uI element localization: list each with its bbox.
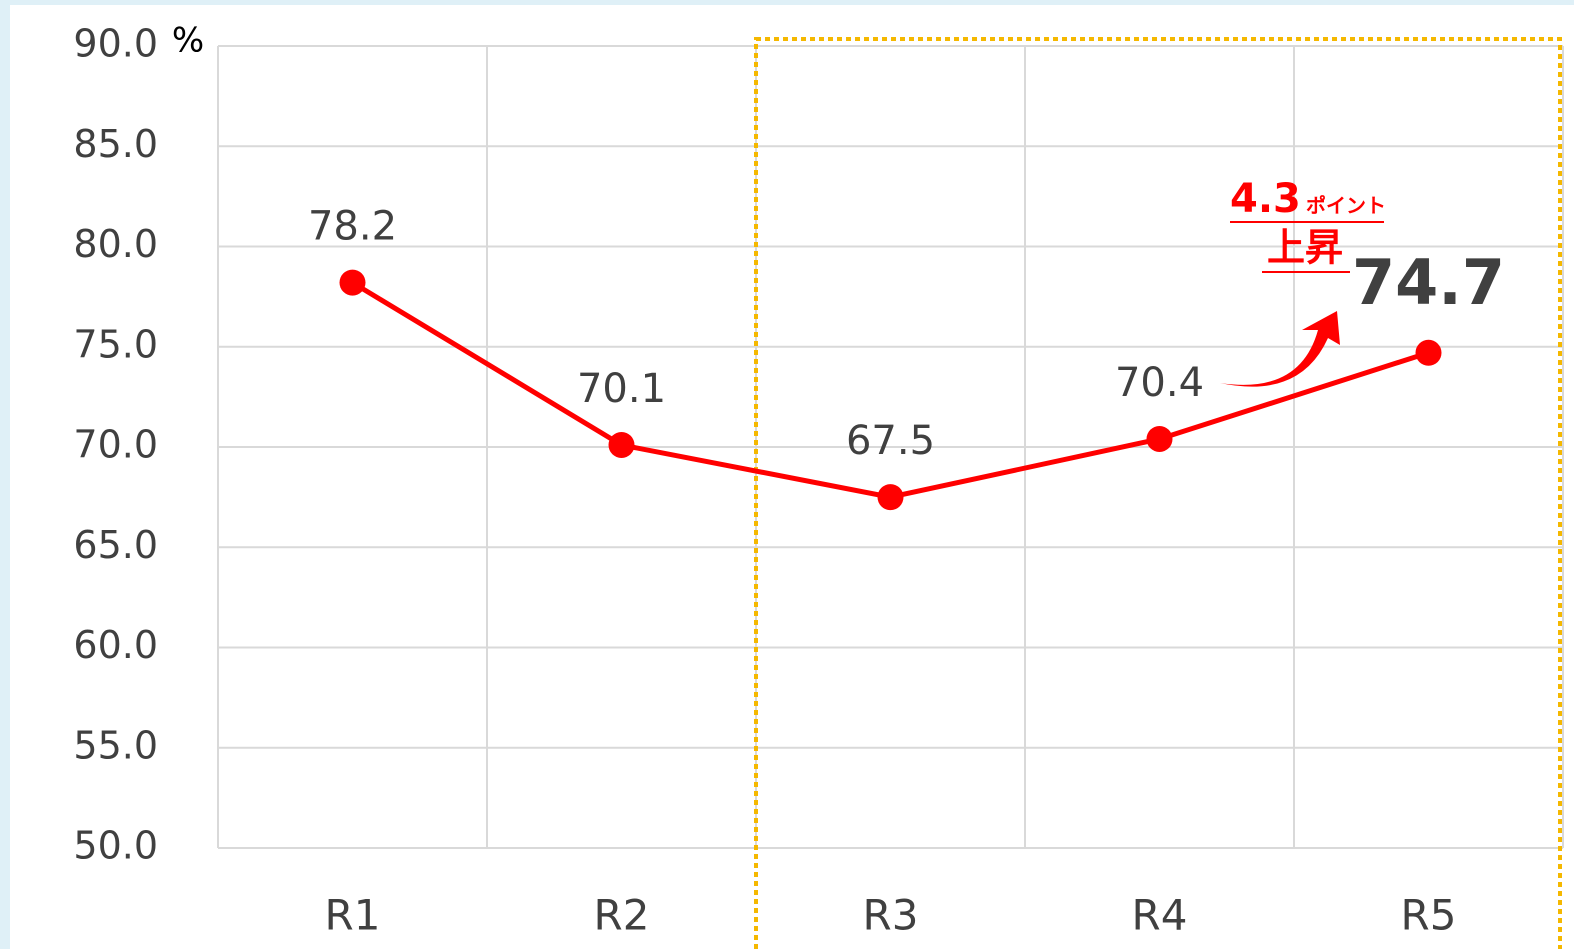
data-label: 74.7 — [1352, 246, 1505, 319]
marker — [608, 431, 635, 458]
data-label: 67.5 — [846, 418, 935, 464]
x-tick-label: R5 — [1401, 891, 1457, 940]
y-tick-label: 50.0 — [73, 824, 158, 868]
y-tick-label: 80.0 — [73, 222, 158, 266]
annotation-value: 4.3 — [1230, 176, 1301, 222]
y-tick-label: 85.0 — [73, 122, 158, 166]
y-tick-label: 55.0 — [73, 723, 158, 767]
arrow — [1220, 311, 1340, 387]
x-tick-label: R3 — [863, 891, 919, 940]
annotation-text: 上昇 — [1267, 226, 1343, 270]
y-tick-label: 75.0 — [73, 322, 158, 366]
annotation-unit: ポイント — [1306, 194, 1386, 218]
x-tick-label: R1 — [325, 891, 381, 940]
x-tick-label: R4 — [1132, 891, 1188, 940]
marker — [1415, 339, 1442, 366]
data-label: 78.2 — [308, 204, 397, 250]
data-label: 70.4 — [1115, 360, 1204, 406]
highlight-box — [754, 37, 1562, 949]
x-tick-label: R2 — [594, 891, 650, 940]
y-tick-label: 70.0 — [73, 423, 158, 467]
marker — [339, 269, 366, 296]
grid — [217, 45, 1564, 849]
marker — [1146, 425, 1173, 452]
unit-label: % — [172, 21, 204, 61]
marker — [877, 484, 904, 511]
data-label: 70.1 — [577, 366, 666, 412]
y-tick-label: 90.0 — [73, 22, 158, 66]
y-tick-label: 60.0 — [73, 623, 158, 667]
y-tick-label: 65.0 — [73, 523, 158, 567]
